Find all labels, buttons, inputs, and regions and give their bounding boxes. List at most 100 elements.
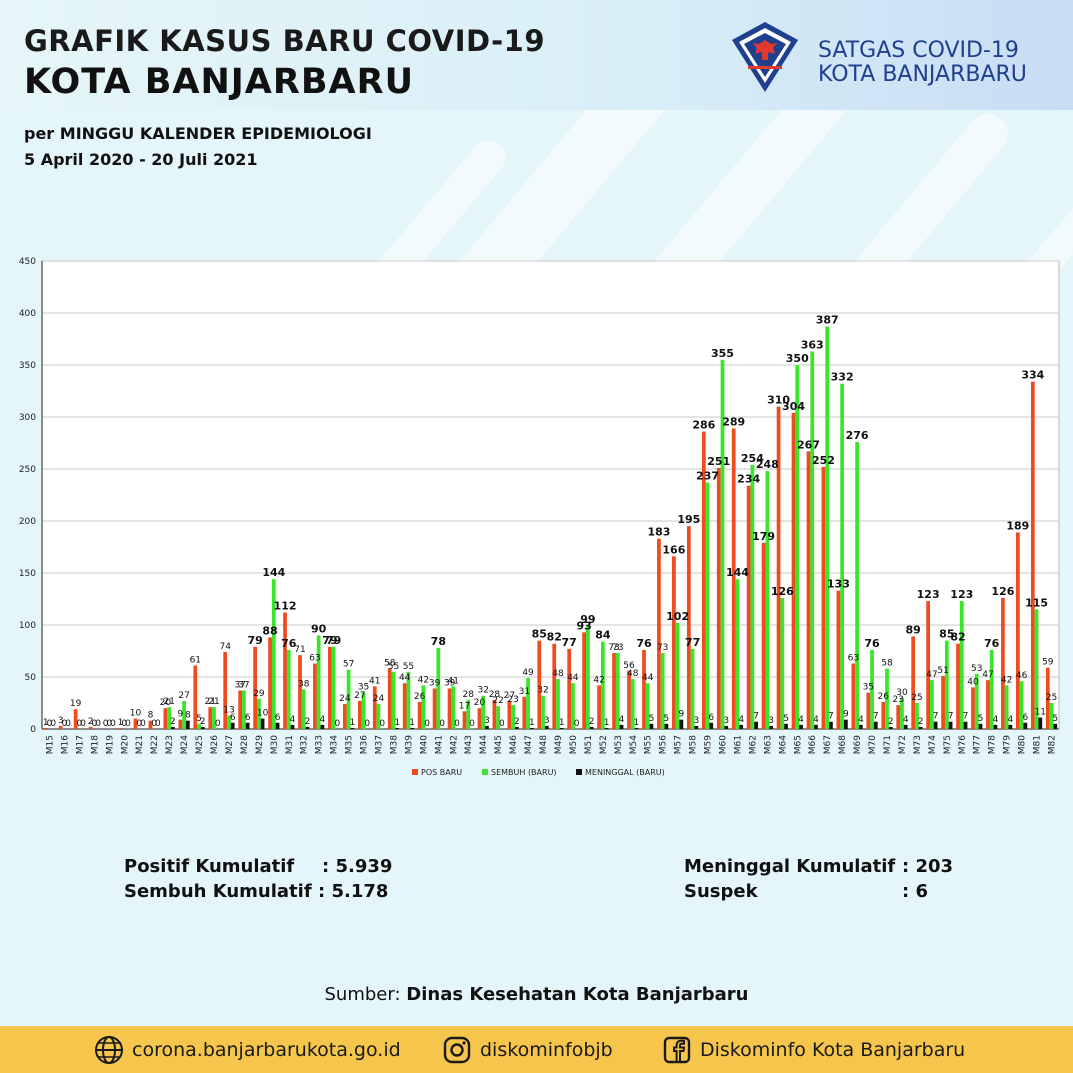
x-tick-label: M17 bbox=[75, 735, 85, 754]
x-tick-label: M29 bbox=[255, 735, 265, 754]
data-label: 2 bbox=[514, 717, 520, 727]
data-label: 21 bbox=[163, 697, 174, 707]
data-label: 24 bbox=[373, 694, 385, 704]
data-label: 21 bbox=[208, 697, 219, 707]
data-label: 0 bbox=[103, 719, 109, 729]
data-label: 0 bbox=[62, 719, 68, 729]
data-label: 254 bbox=[741, 452, 764, 465]
y-tick-label: 150 bbox=[19, 569, 36, 579]
bar-1 bbox=[421, 685, 426, 729]
bar-2 bbox=[320, 724, 325, 729]
data-label: 57 bbox=[343, 660, 354, 670]
data-label: 234 bbox=[737, 473, 760, 486]
bar-0 bbox=[657, 538, 661, 729]
x-tick-label: M77 bbox=[973, 735, 983, 754]
data-label: 37 bbox=[238, 681, 249, 691]
data-label: 123 bbox=[917, 588, 940, 601]
bar-1 bbox=[466, 699, 471, 729]
globe-icon bbox=[95, 1035, 123, 1064]
data-label: 0 bbox=[80, 719, 86, 729]
data-label: 1 bbox=[409, 718, 415, 728]
bar-1 bbox=[182, 700, 186, 729]
data-label: 82 bbox=[950, 631, 965, 644]
bar-0 bbox=[238, 690, 243, 729]
x-tick-label: M62 bbox=[748, 735, 758, 754]
footer-instagram[interactable]: diskominfobjb bbox=[442, 1026, 613, 1073]
bar-0 bbox=[567, 648, 572, 729]
data-label: 2 bbox=[305, 717, 311, 727]
bar-1 bbox=[974, 673, 979, 729]
data-label: 237 bbox=[696, 470, 719, 483]
x-tick-label: M27 bbox=[225, 735, 235, 754]
x-tick-label: M73 bbox=[913, 735, 923, 754]
bar-1 bbox=[720, 359, 725, 729]
bar-1 bbox=[795, 365, 800, 729]
x-tick-label: M75 bbox=[943, 735, 953, 754]
data-label: 26 bbox=[878, 692, 890, 702]
bar-2 bbox=[1053, 723, 1058, 729]
x-tick-label: M15 bbox=[45, 735, 55, 754]
x-tick-label: M80 bbox=[1018, 735, 1028, 754]
x-tick-label: M66 bbox=[808, 735, 818, 754]
data-label: 56 bbox=[623, 661, 635, 671]
x-tick-label: M81 bbox=[1033, 735, 1043, 754]
bar-0 bbox=[971, 687, 975, 729]
bar-2 bbox=[1038, 717, 1043, 729]
legend-swatch bbox=[412, 769, 418, 775]
bar-2 bbox=[529, 727, 534, 729]
data-label: 2 bbox=[589, 717, 595, 727]
bar-0 bbox=[941, 675, 945, 729]
bar-2 bbox=[514, 726, 519, 729]
data-label: 1 bbox=[349, 718, 355, 728]
footer-website[interactable]: corona.banjarbarukota.go.id bbox=[94, 1026, 401, 1073]
x-tick-label: M67 bbox=[823, 735, 833, 754]
bar-1 bbox=[436, 647, 441, 729]
bar-1 bbox=[944, 640, 949, 729]
data-label: 76 bbox=[281, 637, 297, 650]
data-label: 24 bbox=[339, 694, 351, 704]
data-label: 73 bbox=[608, 643, 619, 653]
x-tick-label: M60 bbox=[718, 735, 728, 754]
x-tick-label: M74 bbox=[928, 735, 938, 754]
data-label: 0 bbox=[121, 719, 127, 729]
data-label: 17 bbox=[459, 701, 470, 711]
footer-facebook[interactable]: Diskominfo Kota Banjarbaru bbox=[662, 1026, 965, 1073]
bar-2 bbox=[619, 724, 624, 729]
data-label: 8 bbox=[185, 711, 191, 721]
data-label: 334 bbox=[1021, 369, 1044, 382]
data-label: 2 bbox=[88, 717, 94, 727]
bar-2 bbox=[350, 727, 355, 729]
x-tick-label: M32 bbox=[300, 735, 310, 754]
bar-2 bbox=[799, 724, 803, 729]
data-label: 30 bbox=[896, 688, 908, 698]
bar-0 bbox=[492, 699, 497, 729]
data-label: 90 bbox=[311, 622, 327, 635]
data-label: 53 bbox=[971, 664, 982, 674]
bar-0 bbox=[686, 526, 691, 729]
bar-2 bbox=[664, 723, 669, 729]
title-line-1: GRAFIK KASUS BARU COVID-19 bbox=[24, 24, 545, 58]
stat-suspek-label: Suspek bbox=[684, 881, 758, 902]
x-tick-label: M63 bbox=[763, 735, 773, 754]
bar-0 bbox=[1016, 532, 1020, 729]
x-tick-label: M36 bbox=[360, 735, 370, 754]
data-label: 5 bbox=[783, 714, 789, 724]
bar-0 bbox=[746, 485, 751, 729]
data-label: 3 bbox=[484, 716, 490, 726]
legend-swatch bbox=[482, 769, 488, 775]
data-label: 126 bbox=[771, 585, 794, 598]
bar-2 bbox=[200, 726, 205, 729]
legend-swatch bbox=[576, 769, 582, 775]
source-name: Dinas Kesehatan Kota Banjarbaru bbox=[406, 984, 749, 1005]
data-label: 0 bbox=[155, 719, 161, 729]
data-label: 6 bbox=[245, 713, 251, 723]
data-label: 4 bbox=[813, 715, 819, 725]
bar-1 bbox=[197, 723, 201, 729]
data-label: 267 bbox=[797, 438, 820, 451]
bar-2 bbox=[858, 724, 863, 729]
data-label: 35 bbox=[863, 683, 874, 693]
x-tick-label: M31 bbox=[285, 735, 295, 754]
data-label: 55 bbox=[403, 662, 414, 672]
bar-2 bbox=[918, 726, 923, 729]
x-tick-label: M70 bbox=[868, 735, 878, 754]
